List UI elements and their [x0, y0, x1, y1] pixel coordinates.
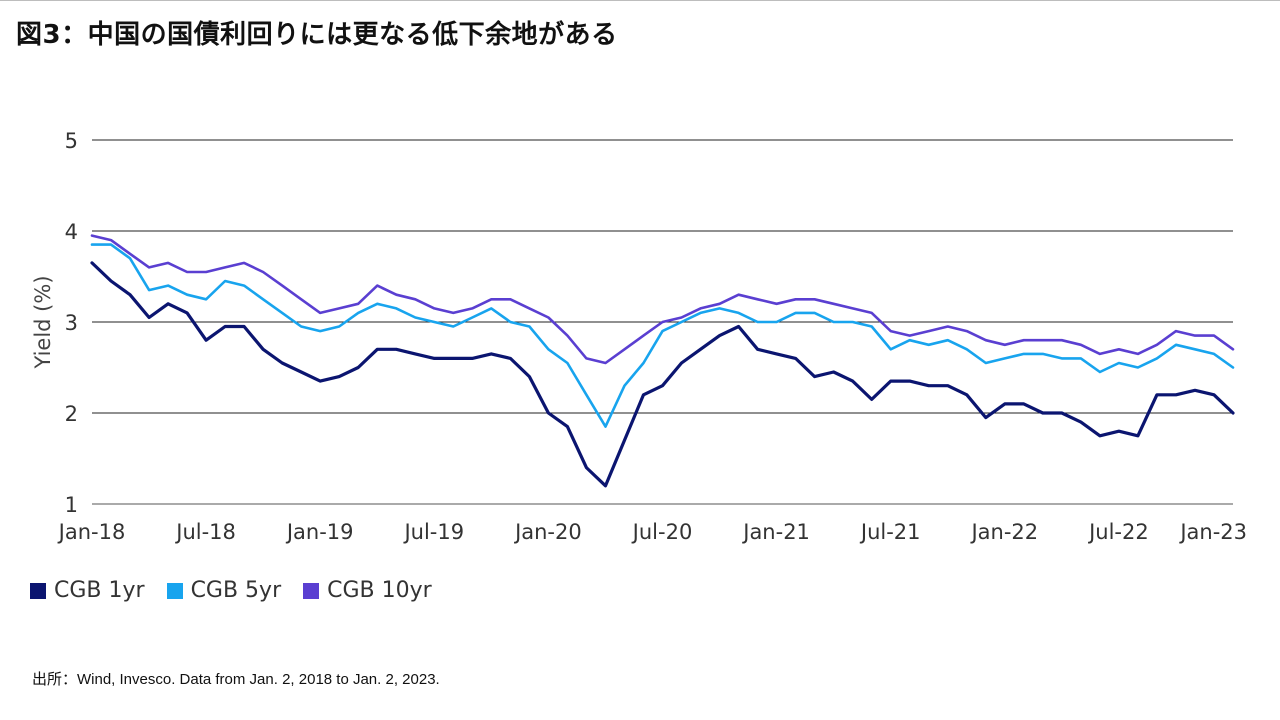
- series-lines: [90, 234, 1235, 488]
- y-tick-label: 2: [65, 402, 78, 426]
- series-line-cgb-1yr: [90, 261, 1235, 488]
- x-tick-label: Jan-21: [741, 520, 810, 544]
- x-tick-label: Jan-18: [57, 520, 126, 544]
- legend-item: CGB 1yr: [30, 578, 145, 603]
- legend-item: CGB 10yr: [303, 578, 432, 603]
- y-axis-title: Yield (%): [31, 275, 55, 369]
- y-tick-label: 5: [65, 129, 78, 153]
- legend-item: CGB 5yr: [166, 578, 282, 603]
- legend-swatch: [166, 582, 183, 599]
- y-tick-label: 1: [65, 493, 78, 517]
- legend-label: CGB 10yr: [327, 578, 432, 603]
- chart-legend: CGB 1yr CGB 5yr CGB 10yr: [30, 578, 432, 603]
- x-tick-label: Jan-22: [969, 520, 1038, 544]
- x-tick-label: Jul-21: [859, 520, 921, 544]
- legend-label: CGB 5yr: [190, 578, 282, 603]
- x-tick-label: Jan-19: [285, 520, 354, 544]
- x-tick-label: Jul-20: [631, 520, 693, 544]
- x-tick-labels: Jan-18 Jul-18 Jan-19 Jul-19 Jan-20 Jul-20 Jan-…: [57, 520, 1247, 544]
- x-tick-label: Jul-18: [174, 520, 236, 544]
- page-title: 図3：中国の国債利回りには更なる低下余地がある: [16, 20, 618, 50]
- x-tick-label: Jan-20: [513, 520, 582, 544]
- y-tick-label: 4: [65, 220, 78, 244]
- x-tick-label: Jan-23: [1178, 520, 1247, 544]
- legend-swatch: [30, 582, 46, 599]
- legend-swatch: [303, 582, 320, 599]
- legend-label: CGB 1yr: [54, 578, 145, 603]
- x-tick-label: Jul-19: [402, 520, 464, 544]
- x-tick-label: Jul-22: [1087, 520, 1149, 544]
- y-tick-labels: 1 2 3 4 5: [65, 129, 78, 517]
- top-rule: [0, 0, 1280, 1]
- source-note: 出所：Wind, Invesco. Data from Jan. 2, 2018…: [32, 671, 440, 688]
- y-tick-label: 3: [65, 311, 78, 335]
